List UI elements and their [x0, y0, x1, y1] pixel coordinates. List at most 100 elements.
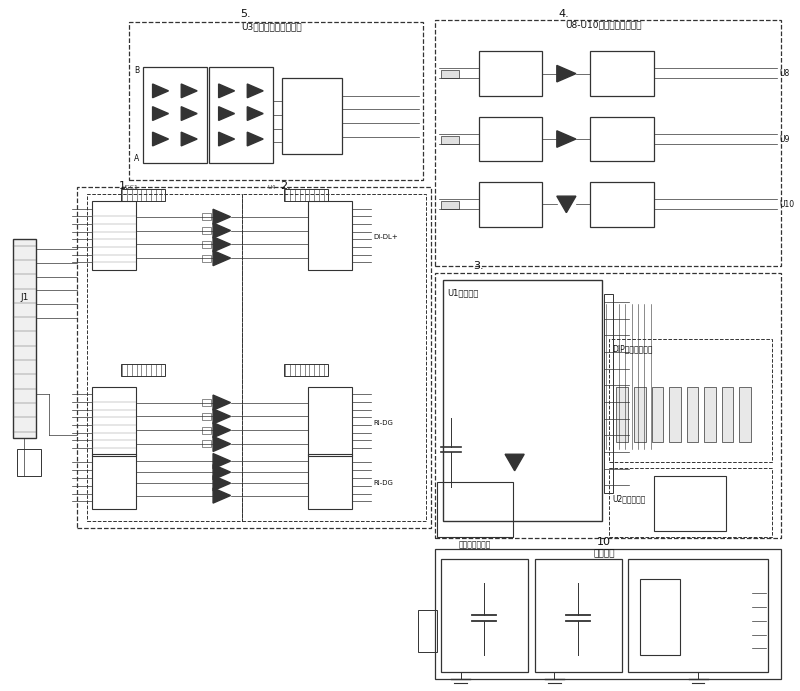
- Text: U1微处理器: U1微处理器: [447, 288, 478, 297]
- Bar: [534, 559, 622, 672]
- Bar: [640, 580, 680, 655]
- Polygon shape: [218, 84, 234, 97]
- Bar: [435, 549, 782, 679]
- Text: 4.: 4.: [558, 9, 569, 19]
- Bar: [443, 280, 602, 521]
- Text: 10: 10: [597, 537, 610, 547]
- Text: 波特率设置电路: 波特率设置电路: [459, 540, 491, 549]
- Bar: [435, 20, 782, 266]
- Polygon shape: [557, 131, 576, 147]
- Text: A: A: [134, 154, 139, 163]
- Bar: [143, 67, 206, 163]
- Bar: [590, 117, 654, 162]
- Bar: [704, 387, 716, 442]
- Bar: [590, 182, 654, 227]
- Text: 2.: 2.: [280, 181, 290, 191]
- Text: U8: U8: [780, 69, 790, 78]
- Text: B: B: [134, 66, 139, 75]
- Text: U4: U4: [268, 184, 277, 190]
- Polygon shape: [153, 132, 169, 146]
- Text: U3收发驱动器通信电路: U3收发驱动器通信电路: [242, 22, 302, 31]
- Polygon shape: [213, 475, 230, 491]
- Polygon shape: [247, 106, 263, 120]
- Bar: [121, 189, 165, 201]
- Bar: [308, 454, 351, 509]
- Bar: [18, 448, 41, 476]
- Bar: [308, 201, 351, 269]
- Bar: [282, 79, 342, 154]
- Polygon shape: [213, 409, 230, 424]
- Text: RI-DG: RI-DG: [374, 419, 394, 426]
- Polygon shape: [557, 196, 576, 213]
- Text: U8-U10收发报文控制电路: U8-U10收发报文控制电路: [566, 20, 642, 29]
- Bar: [669, 387, 681, 442]
- Bar: [92, 387, 136, 455]
- Text: 5.: 5.: [240, 9, 250, 19]
- Text: RI-DG: RI-DG: [374, 480, 394, 486]
- Polygon shape: [213, 423, 230, 437]
- Polygon shape: [213, 464, 230, 480]
- Text: 直流电源: 直流电源: [593, 549, 614, 558]
- Bar: [739, 387, 751, 442]
- Bar: [686, 387, 698, 442]
- Bar: [129, 22, 423, 180]
- Bar: [651, 387, 663, 442]
- Text: J1: J1: [20, 293, 29, 302]
- Bar: [654, 476, 726, 531]
- Bar: [242, 194, 426, 521]
- Bar: [202, 227, 211, 234]
- Polygon shape: [213, 436, 230, 451]
- Bar: [13, 239, 37, 438]
- Bar: [202, 399, 211, 406]
- Bar: [202, 214, 211, 220]
- Polygon shape: [153, 84, 169, 97]
- Polygon shape: [213, 488, 230, 503]
- Text: U10: U10: [780, 200, 794, 209]
- Bar: [209, 67, 273, 163]
- Bar: [442, 135, 459, 144]
- Polygon shape: [182, 132, 197, 146]
- Bar: [634, 387, 646, 442]
- Bar: [604, 294, 614, 493]
- Polygon shape: [213, 453, 230, 468]
- Polygon shape: [182, 106, 197, 120]
- Bar: [435, 273, 782, 538]
- Bar: [284, 189, 328, 201]
- Bar: [202, 255, 211, 261]
- Polygon shape: [247, 84, 263, 97]
- Bar: [722, 387, 734, 442]
- Polygon shape: [557, 66, 576, 82]
- Text: U9: U9: [780, 135, 790, 144]
- Bar: [617, 387, 629, 442]
- Polygon shape: [213, 237, 230, 252]
- Bar: [479, 51, 542, 96]
- Polygon shape: [182, 84, 197, 97]
- Bar: [87, 194, 242, 521]
- Polygon shape: [153, 106, 169, 120]
- Bar: [442, 70, 459, 79]
- Bar: [284, 364, 328, 377]
- Text: VCC1: VCC1: [122, 184, 139, 190]
- Polygon shape: [218, 106, 234, 120]
- Bar: [590, 51, 654, 96]
- Bar: [202, 440, 211, 447]
- Text: DIP地址设置电路: DIP地址设置电路: [613, 344, 653, 353]
- Bar: [92, 201, 136, 269]
- Bar: [438, 482, 513, 537]
- Bar: [441, 559, 528, 672]
- Text: 3.: 3.: [474, 261, 484, 271]
- Bar: [202, 413, 211, 420]
- Bar: [92, 454, 136, 509]
- Bar: [479, 117, 542, 162]
- Text: U2寄门阀电路: U2寄门阀电路: [613, 495, 646, 504]
- Bar: [418, 610, 438, 652]
- Polygon shape: [213, 223, 230, 238]
- Bar: [609, 468, 772, 537]
- Polygon shape: [213, 395, 230, 410]
- Bar: [77, 187, 431, 528]
- Polygon shape: [213, 251, 230, 265]
- Polygon shape: [247, 132, 263, 146]
- Text: DI-DL+: DI-DL+: [374, 234, 398, 240]
- Bar: [442, 201, 459, 209]
- Polygon shape: [213, 209, 230, 225]
